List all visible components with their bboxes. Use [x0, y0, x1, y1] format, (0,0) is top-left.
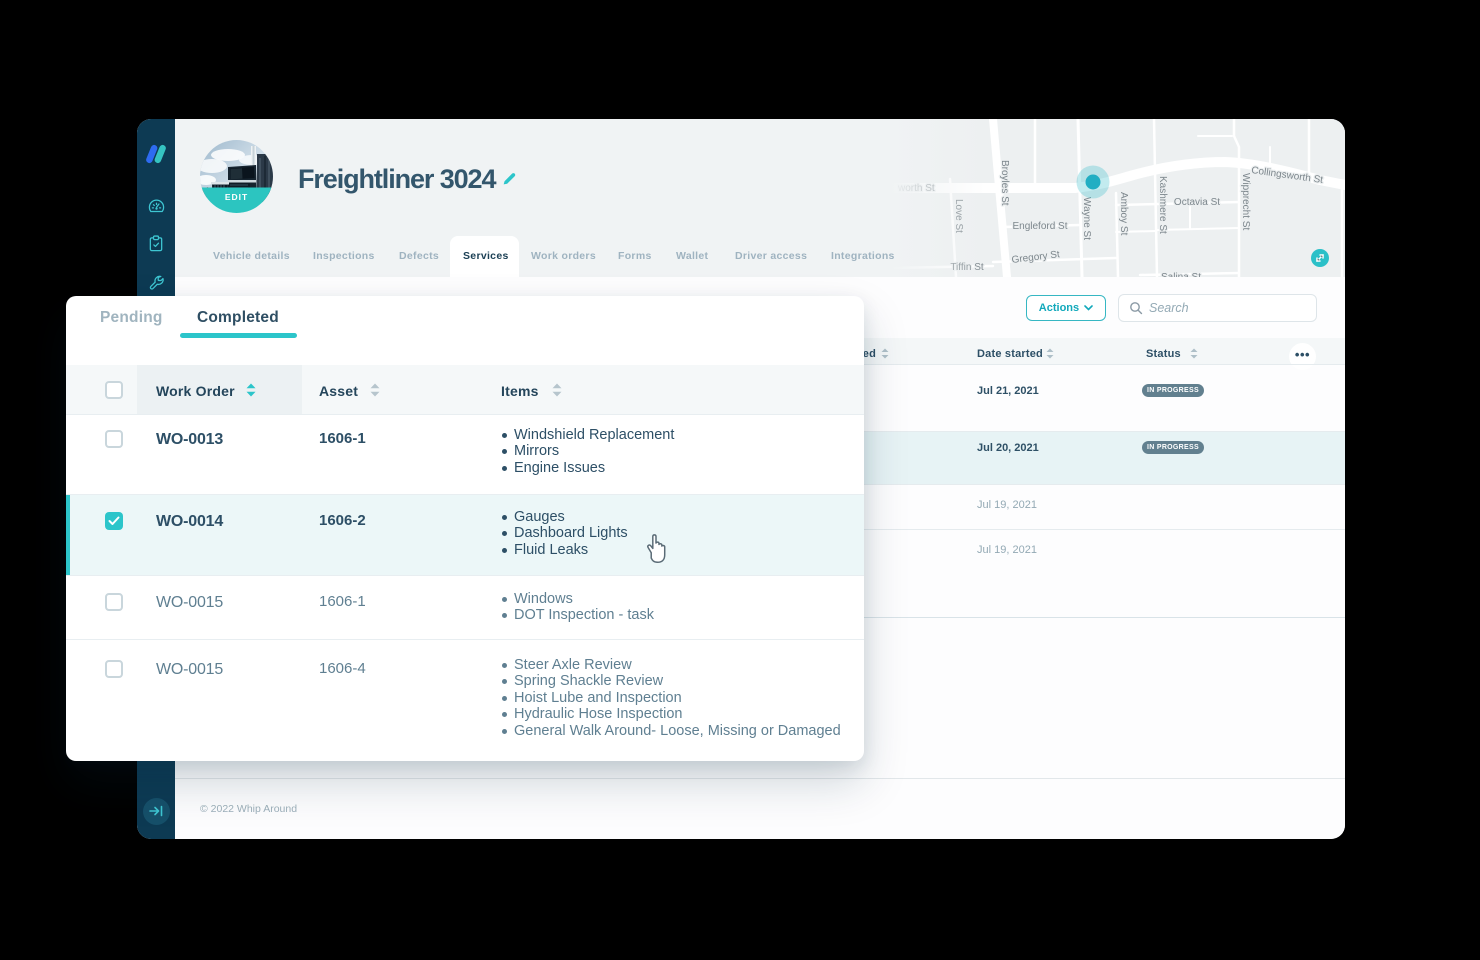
svg-text:Amboy St: Amboy St	[1118, 192, 1129, 236]
svg-text:3rd St: 3rd St	[1343, 192, 1345, 219]
svg-text:EDIT: EDIT	[225, 192, 248, 202]
svg-text:Wayne St: Wayne St	[1081, 197, 1092, 240]
svg-text:Broyles St: Broyles St	[999, 160, 1010, 206]
svg-text:Kashmere St: Kashmere St	[1157, 176, 1168, 234]
svg-text:Salina St: Salina St	[1161, 272, 1201, 277]
svg-text:Octavia St: Octavia St	[1174, 197, 1220, 208]
svg-text:Wipprecht St: Wipprecht St	[1240, 173, 1251, 230]
svg-text:Engleford St: Engleford St	[1012, 221, 1067, 232]
